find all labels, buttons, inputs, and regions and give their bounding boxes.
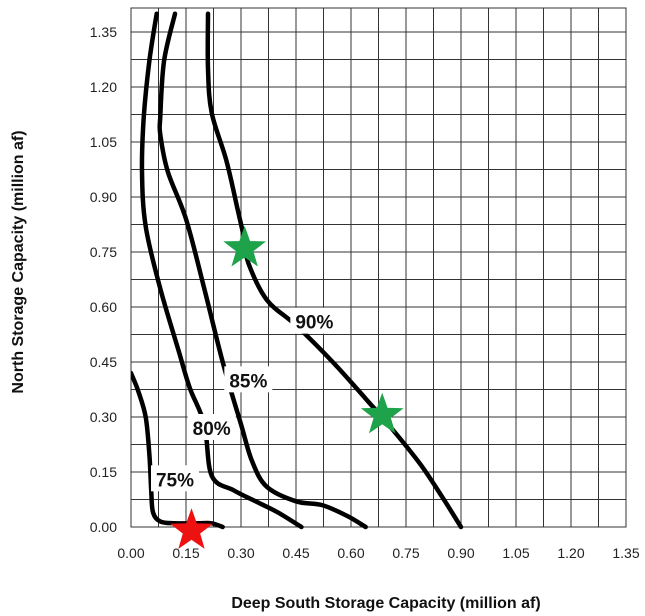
y-tick-label: 1.35	[90, 24, 117, 40]
curve-75-percent	[131, 370, 225, 530]
curve-labels: 75% 80% 85% 90%	[151, 307, 339, 492]
y-tick-label: 0.75	[90, 244, 117, 260]
y-tick-labels: 0.00 0.15 0.30 0.45 0.60 0.75 0.90 1.05 1.20 1.35	[90, 24, 117, 535]
x-tick-label: 0.00	[117, 545, 144, 561]
star-marker-icon	[170, 508, 213, 549]
x-tick-label: 1.20	[557, 545, 584, 561]
x-tick-label: 0.15	[172, 545, 199, 561]
curve-label: 85%	[224, 366, 273, 393]
curve-label: 80%	[187, 414, 236, 440]
curve-85-percent	[157, 11, 368, 530]
curve-label-text: 85%	[229, 371, 267, 392]
curve-label-background	[151, 465, 199, 492]
curve-label-background	[224, 366, 273, 393]
star-marker-icon	[360, 392, 404, 434]
y-tick-label: 0.30	[90, 409, 117, 425]
curve-label-background	[187, 414, 236, 440]
grid	[130, 7, 627, 528]
curves	[131, 11, 464, 530]
curve-90-percent	[205, 11, 464, 530]
y-tick-label: 0.60	[90, 299, 117, 315]
y-tick-label: 0.00	[90, 519, 117, 535]
y-tick-label: 1.20	[90, 79, 117, 95]
curve-label: 75%	[151, 465, 199, 492]
x-tick-label: 0.30	[227, 545, 254, 561]
curve-label-text: 90%	[295, 313, 333, 334]
curve-label: 90%	[290, 307, 339, 334]
y-axis-title: North Storage Capacity (million af)	[10, 130, 27, 393]
x-tick-label: 0.90	[447, 545, 474, 561]
x-tick-label: 0.75	[392, 545, 419, 561]
y-tick-label: 1.05	[90, 134, 117, 150]
x-tick-label: 1.05	[502, 545, 529, 561]
star-marker-icon	[223, 225, 267, 267]
x-tick-label: 0.60	[337, 545, 364, 561]
x-axis-title: Deep South Storage Capacity (million af)	[231, 595, 540, 612]
markers	[170, 225, 404, 549]
x-tick-label: 0.45	[282, 545, 309, 561]
y-tick-label: 0.90	[90, 189, 117, 205]
x-tick-label: 1.35	[612, 545, 639, 561]
x-tick-labels: 0.00 0.15 0.30 0.45 0.60 0.75 0.90 1.05 1.20 1.35	[117, 545, 639, 561]
y-tick-label: 0.15	[90, 464, 117, 480]
curve-80-percent	[139, 11, 304, 530]
curve-label-text: 80%	[193, 419, 231, 440]
y-tick-label: 0.45	[90, 354, 117, 370]
curve-label-text: 75%	[156, 470, 194, 491]
curve-label-background	[290, 307, 339, 334]
